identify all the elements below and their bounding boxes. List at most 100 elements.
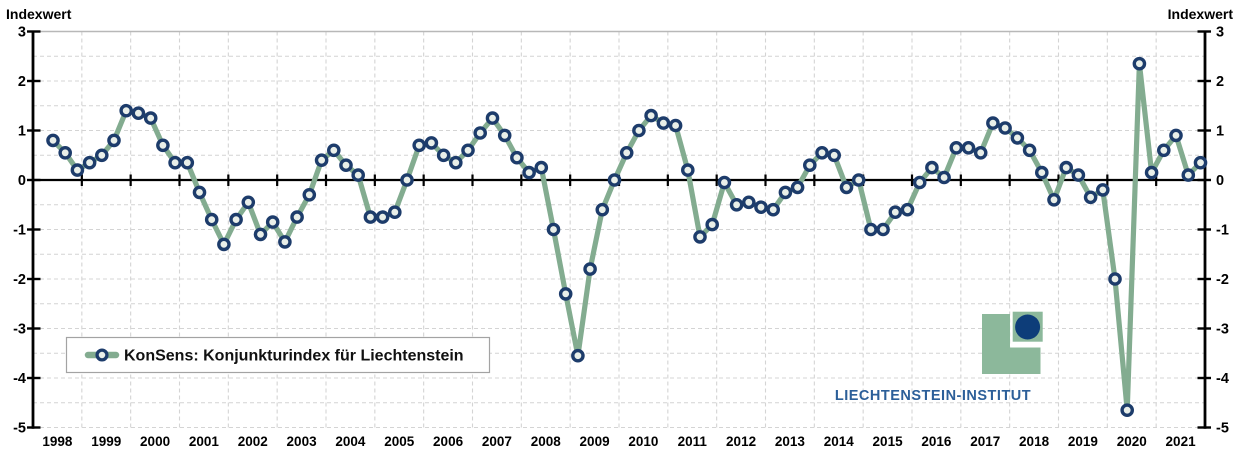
data-point-marker	[1181, 168, 1196, 182]
data-point-marker	[949, 140, 964, 155]
legend-box	[65, 336, 491, 374]
data-point-marker	[1010, 131, 1025, 145]
logo-wordmark: LIECHTENSTEIN-INSTITUT	[835, 388, 1031, 404]
y-axis-title-left: Indexwert	[6, 6, 72, 22]
y-tick-label-right: 2	[1216, 74, 1224, 90]
data-point-marker	[70, 163, 85, 177]
y-tick-label-right: -4	[1216, 371, 1229, 387]
year-label: 2011	[678, 434, 708, 449]
logo-l-shape-icon	[982, 314, 1041, 374]
data-point-marker	[986, 116, 1000, 130]
year-label: 2014	[824, 434, 855, 449]
data-point-marker	[693, 230, 707, 244]
data-point-marker	[241, 195, 256, 210]
y-tick-label-right: 1	[1216, 124, 1224, 140]
year-label: 1999	[91, 434, 121, 449]
y-tick-label-left: 2	[18, 74, 26, 90]
data-point-marker	[558, 287, 573, 301]
year-label: 2010	[628, 434, 658, 449]
data-point-marker	[82, 155, 97, 170]
data-point-marker	[253, 227, 268, 242]
year-label: 2015	[873, 434, 904, 449]
data-point-marker	[534, 160, 549, 175]
data-point-marker	[912, 175, 927, 190]
data-point-marker	[607, 173, 622, 187]
data-point-marker	[424, 136, 439, 150]
year-label: 2018	[1019, 434, 1050, 449]
data-point-marker	[754, 200, 768, 214]
data-point-marker	[681, 163, 695, 177]
data-point-marker	[1157, 143, 1171, 158]
y-tick-label-right: -3	[1216, 322, 1229, 338]
y-axis-title-right: Indexwert	[1168, 6, 1234, 22]
legend: KonSens: Konjunkturindex für Liechtenste…	[65, 336, 491, 374]
data-point-marker	[204, 212, 219, 227]
year-label: 2020	[1117, 434, 1147, 449]
data-point-marker	[1132, 56, 1147, 71]
data-point-marker	[656, 116, 671, 130]
liechtenstein-institut-logo: LIECHTENSTEIN-INSTITUT	[835, 311, 1043, 404]
axis-ticks	[27, 30, 1211, 429]
data-point-marker	[156, 138, 170, 153]
data-point-marker	[1193, 155, 1208, 170]
data-point-marker	[546, 222, 561, 237]
year-label: 2008	[531, 434, 562, 449]
data-point-marker	[363, 210, 378, 224]
data-point-marker	[485, 111, 500, 125]
year-label: 2009	[580, 434, 610, 449]
data-point-marker	[571, 348, 585, 363]
data-point-marker	[705, 217, 720, 232]
y-tick-label-left: 0	[18, 173, 26, 189]
data-point-marker	[1169, 128, 1183, 143]
data-point-marker	[742, 195, 756, 210]
data-point-marker	[107, 133, 121, 148]
data-point-marker	[1120, 403, 1134, 418]
y-tick-label-left: -3	[13, 322, 26, 338]
data-point-marker	[632, 123, 646, 138]
data-point-marker	[95, 148, 109, 163]
data-point-marker	[937, 170, 951, 185]
data-point-marker	[351, 168, 366, 182]
data-point-marker	[1022, 143, 1037, 158]
year-label: 2012	[726, 434, 756, 449]
y-tick-label-left: 1	[18, 124, 26, 140]
data-point-marker	[510, 150, 524, 165]
y-tick-label-right: 0	[1216, 173, 1224, 189]
year-label: 2002	[238, 434, 268, 449]
y-tick-labels-left: 3 2 1 0 -1 -2 -3 -4 -5	[13, 25, 26, 437]
data-point-marker	[803, 158, 817, 172]
data-point-marker	[1071, 168, 1086, 182]
data-point-marker	[729, 197, 744, 212]
year-label: 1998	[42, 434, 73, 449]
data-point-marker	[888, 205, 903, 219]
data-point-marker	[900, 202, 915, 217]
data-point-marker	[973, 145, 988, 160]
data-point-marker	[265, 215, 280, 229]
y-tick-label-left: -5	[13, 421, 26, 437]
data-point-marker	[827, 148, 842, 163]
data-point-marker	[119, 103, 133, 118]
data-point-marker	[180, 155, 195, 170]
data-point-marker	[1035, 165, 1049, 180]
y-tick-label-right: -5	[1216, 421, 1229, 437]
year-label: 2001	[189, 434, 220, 449]
data-point-marker	[448, 155, 463, 170]
year-label: 2016	[921, 434, 952, 449]
year-label: 2006	[433, 434, 464, 449]
logo-circle-icon	[1015, 314, 1041, 340]
y-tick-label-left: -4	[13, 371, 26, 387]
year-label: 2007	[482, 434, 512, 449]
legend-marker-icon	[95, 348, 109, 362]
data-point-markers	[46, 56, 1208, 418]
data-point-marker	[595, 202, 610, 217]
data-point-marker	[1108, 272, 1122, 286]
data-point-marker	[619, 145, 634, 160]
y-tick-label-left: -1	[13, 223, 26, 239]
year-label: 2019	[1068, 434, 1098, 449]
y-tick-label-right: -2	[1216, 272, 1229, 288]
data-point-marker	[473, 126, 488, 140]
data-point-marker	[998, 121, 1012, 135]
y-tick-labels-right: 3 2 1 0 -1 -2 -3 -4 -5	[1216, 25, 1229, 437]
data-point-marker	[387, 205, 402, 219]
data-point-marker	[766, 202, 781, 217]
